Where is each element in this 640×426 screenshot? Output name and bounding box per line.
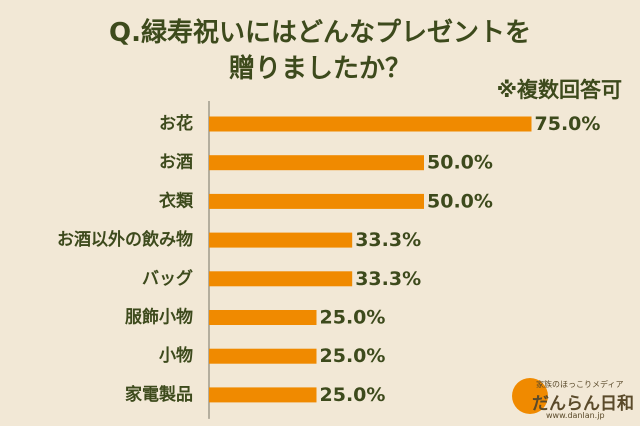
brand-circle-icon — [512, 378, 548, 414]
brand-logo: 家族のほっこりメディア だんらん日和 www.danlan.jp — [512, 378, 638, 424]
value-label: 50.0% — [427, 190, 493, 212]
bar — [209, 348, 317, 364]
value-label: 33.3% — [355, 268, 421, 290]
value-label: 25.0% — [320, 345, 386, 367]
bar — [209, 116, 532, 132]
bars-layer: お花 75.0% お酒 50.0% 衣類 50.0% お酒以外の飲み物 33.3% バッグ 33.… — [57, 101, 600, 419]
chart-title-line-1: Q.緑寿祝いにはどんなプレゼントを — [109, 18, 531, 48]
bar — [209, 310, 317, 325]
brand-url: www.danlan.jp — [546, 411, 605, 420]
category-label: 小物 — [159, 345, 193, 366]
bar — [209, 193, 424, 209]
value-label: 33.3% — [355, 229, 421, 251]
category-label: お酒以外の飲み物 — [57, 229, 193, 250]
bar — [209, 232, 353, 248]
chart-title-line-2: 贈りましたか？ — [228, 54, 411, 84]
multiple-answers-note: ※複数回答可 — [496, 78, 622, 102]
category-label: お酒 — [159, 152, 193, 173]
bar — [209, 271, 353, 287]
value-label: 25.0% — [320, 307, 386, 329]
value-label: 75.0% — [535, 113, 601, 135]
category-label: 家電製品 — [125, 384, 193, 405]
category-label: 服飾小物 — [125, 307, 193, 328]
bar — [209, 387, 317, 403]
brand-tagline: 家族のほっこりメディア — [536, 380, 624, 389]
category-label: 衣類 — [159, 190, 194, 211]
bar — [209, 155, 424, 171]
brand-name: だんらん日和 — [532, 394, 634, 414]
category-label: バッグ — [142, 268, 193, 289]
category-label: お花 — [159, 113, 193, 134]
value-label: 25.0% — [320, 384, 386, 406]
value-label: 50.0% — [427, 152, 493, 174]
